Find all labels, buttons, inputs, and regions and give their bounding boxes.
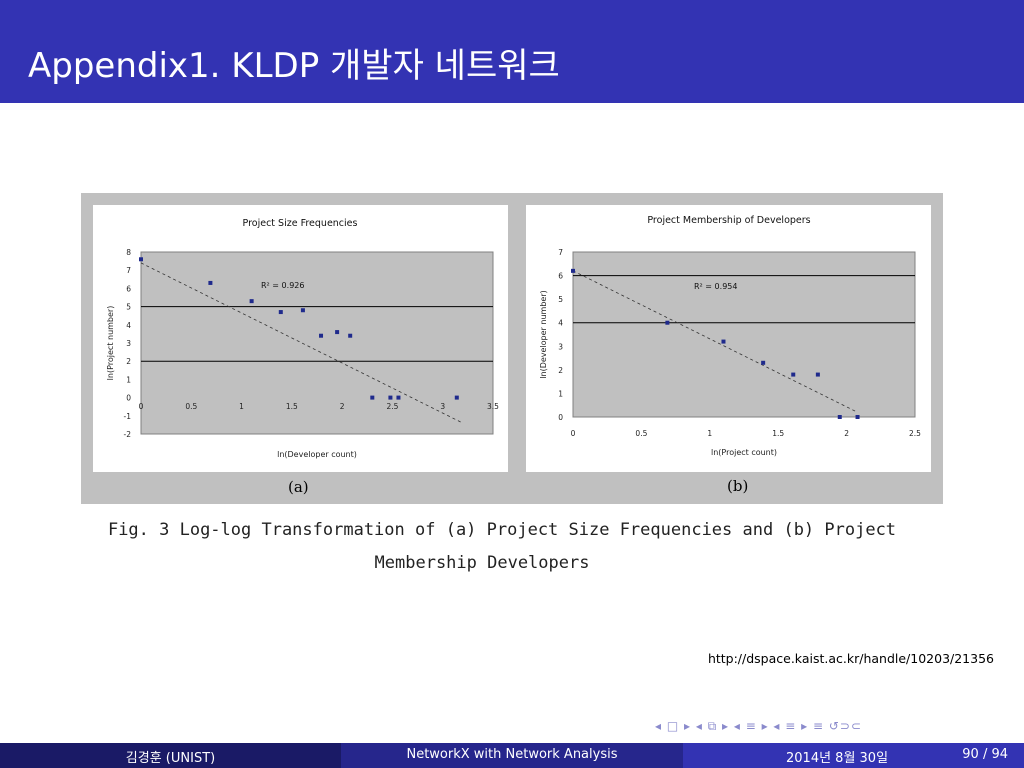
data-point xyxy=(208,280,213,285)
y-tick-label: 3 xyxy=(126,339,131,348)
x-tick-label: 1.5 xyxy=(772,429,784,438)
y-tick-label: 7 xyxy=(126,266,131,275)
panel-label-b: (b) xyxy=(727,477,749,495)
data-point xyxy=(396,395,401,400)
chart-title: Project Size Frequencies xyxy=(243,218,358,229)
x-tick-label: 2.5 xyxy=(386,402,398,411)
x-axis-label: ln(Developer count) xyxy=(277,450,357,459)
y-axis-label: ln(Project number) xyxy=(106,306,115,381)
y-tick-label: 2 xyxy=(126,357,131,366)
data-point xyxy=(761,360,766,365)
x-tick-label: 0.5 xyxy=(185,402,197,411)
y-tick-label: 1 xyxy=(126,375,131,384)
y-tick-label: 5 xyxy=(558,295,563,304)
r-squared-label: R² = 0.926 xyxy=(261,281,304,290)
y-tick-label: -2 xyxy=(124,430,132,439)
footer-author-block: 김경훈 (UNIST) xyxy=(0,743,341,768)
footer-talk-title: NetworkX with Network Analysis xyxy=(406,747,618,762)
data-point xyxy=(855,415,860,419)
title-bar: Appendix1. KLDP 개발자 네트워크 xyxy=(0,0,1024,103)
y-tick-label: 4 xyxy=(558,319,563,328)
figure-caption-line1: Fig. 3 Log-log Transformation of (a) Pro… xyxy=(107,520,897,540)
y-tick-label: 6 xyxy=(126,284,131,293)
y-tick-label: 0 xyxy=(126,394,131,403)
y-tick-label: 7 xyxy=(558,248,563,257)
footer-talk-block: NetworkX with Network Analysis xyxy=(341,743,683,768)
x-tick-label: 1 xyxy=(239,402,244,411)
y-tick-label: 0 xyxy=(558,413,563,422)
x-tick-label: 1 xyxy=(707,429,712,438)
data-point xyxy=(348,333,353,338)
y-tick-label: 1 xyxy=(558,389,563,398)
data-point xyxy=(278,310,283,315)
chart-b-svg: Project Membership of Developers 7 6 5 4 3 2 1 0… xyxy=(539,215,921,457)
y-tick-label: 2 xyxy=(558,366,563,375)
y-tick-label: 5 xyxy=(126,303,131,312)
data-point xyxy=(300,308,305,313)
trend-line xyxy=(572,270,858,413)
x-tick-label: 2.5 xyxy=(909,429,921,438)
footer-date-block: 2014년 8월 30일 90 / 94 xyxy=(683,743,1024,768)
x-axis-label: ln(Project count) xyxy=(711,448,777,457)
data-point xyxy=(454,395,459,400)
x-tick-label: 3.5 xyxy=(487,402,499,411)
figure-caption-line2: Membership Developers xyxy=(374,553,590,573)
data-point xyxy=(721,339,726,344)
footer-author: 김경훈 (UNIST) xyxy=(125,751,216,766)
data-point xyxy=(665,320,670,325)
data-point xyxy=(319,333,324,338)
slide-title: Appendix1. KLDP 개발자 네트워크 xyxy=(28,46,560,86)
y-tick-label: 3 xyxy=(558,342,563,351)
data-point xyxy=(388,395,393,400)
chart-panel-a: Project Size Frequencies 8 7 6 5 4 3 2 1 0 -1 -2 0 0.… xyxy=(93,205,508,472)
chart-panel-b: Project Membership of Developers 7 6 5 4 3 2 1 0… xyxy=(526,205,931,472)
data-point xyxy=(791,372,796,377)
footer-page-number: 90 / 94 xyxy=(962,747,1008,762)
panel-label-a: (a) xyxy=(288,478,309,496)
data-point xyxy=(139,257,143,262)
y-tick-label: 8 xyxy=(126,248,131,257)
plot-area xyxy=(572,251,916,418)
plot-area xyxy=(140,251,494,435)
x-tick-label: 3 xyxy=(440,402,445,411)
data-point xyxy=(815,372,820,377)
x-tick-label: 2 xyxy=(844,429,849,438)
x-tick-label: 1.5 xyxy=(286,402,298,411)
source-url[interactable]: http://dspace.kaist.ac.kr/handle/10203/2… xyxy=(707,651,994,666)
footer: 김경훈 (UNIST) NetworkX with Network Analys… xyxy=(0,743,1024,768)
chart-title: Project Membership of Developers xyxy=(647,215,810,226)
data-point xyxy=(571,268,575,273)
data-point xyxy=(335,330,340,335)
y-tick-label: -1 xyxy=(124,412,132,421)
y-tick-label: 6 xyxy=(558,272,563,281)
x-tick-label: 0 xyxy=(571,429,576,438)
x-tick-label: 0.5 xyxy=(635,429,647,438)
data-point xyxy=(837,415,842,419)
x-tick-label: 2 xyxy=(340,402,345,411)
chart-a-svg: Project Size Frequencies 8 7 6 5 4 3 2 1 0 -1 -2 0 0.… xyxy=(106,218,499,459)
footer-date: 2014년 8월 30일 xyxy=(786,751,889,766)
y-tick-label: 4 xyxy=(126,321,131,330)
r-squared-label: R² = 0.954 xyxy=(694,282,737,291)
beamer-navigation-icons[interactable]: ◂ □ ▸ ◂ ⧉ ▸ ◂ ≡ ▸ ◂ ≡ ▸ ≡ ↺⊃⊂ xyxy=(655,719,863,733)
x-tick-label: 0 xyxy=(139,402,144,411)
data-point xyxy=(370,395,375,400)
y-axis-label: ln(Developer number) xyxy=(539,290,548,378)
data-point xyxy=(249,299,254,304)
